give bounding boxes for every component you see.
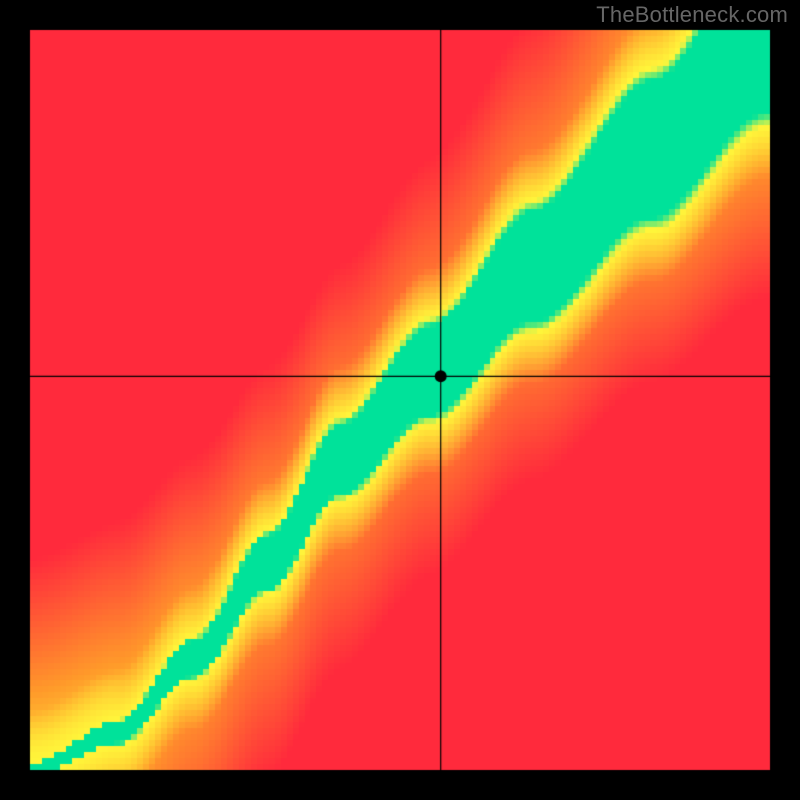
chart-container: TheBottleneck.com — [0, 0, 800, 800]
heatmap-canvas — [0, 0, 800, 800]
watermark-text: TheBottleneck.com — [596, 2, 788, 28]
